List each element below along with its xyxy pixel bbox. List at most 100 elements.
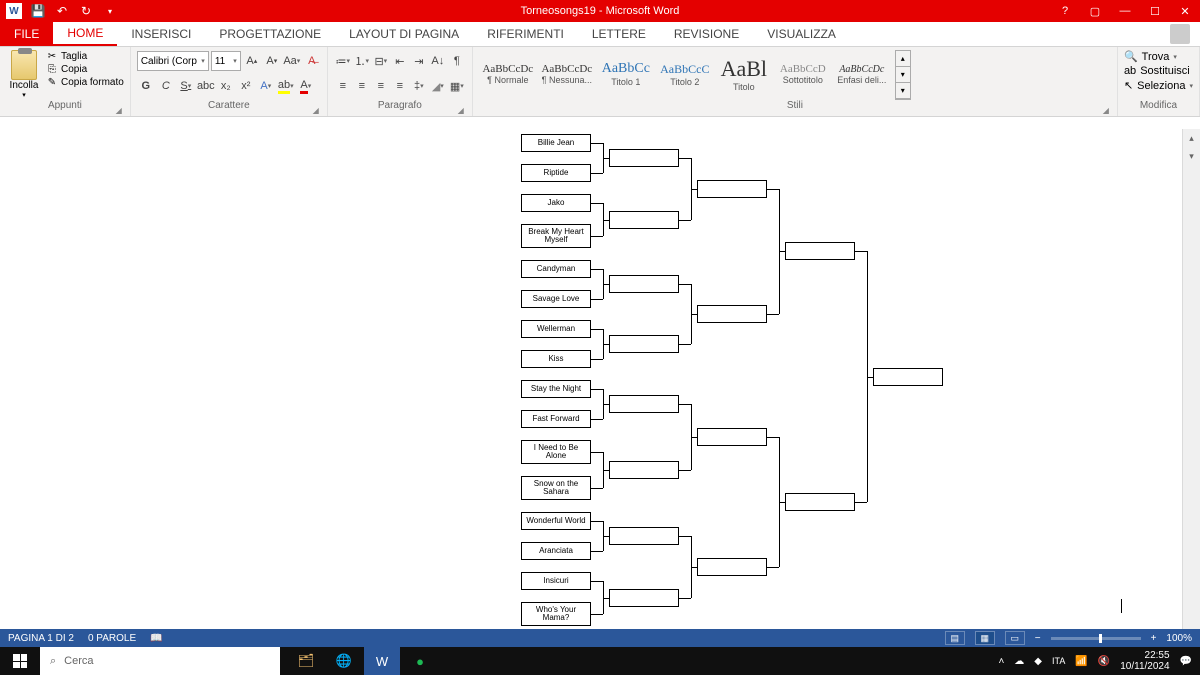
style-item[interactable]: AaBbCcTitolo 1	[597, 51, 655, 97]
find-button[interactable]: 🔍Trova▾	[1124, 50, 1193, 63]
qat-dropdown-icon[interactable]: ▾	[102, 3, 118, 19]
tray-app-icon[interactable]: ◆	[1034, 656, 1042, 667]
close-icon[interactable]: ✕	[1176, 5, 1194, 18]
zoom-slider[interactable]	[1051, 637, 1141, 640]
select-button[interactable]: ↖Seleziona▾	[1124, 79, 1193, 92]
align-right-button[interactable]: ≡	[372, 76, 390, 96]
increase-indent-button[interactable]: ⇥	[410, 51, 428, 71]
language-indicator[interactable]: ITA	[1052, 656, 1065, 666]
show-marks-button[interactable]: ¶	[448, 51, 466, 71]
subscript-button[interactable]: x₂	[217, 76, 235, 96]
web-layout-button[interactable]: ▭	[1005, 631, 1025, 645]
font-launcher-icon[interactable]: ◢	[313, 106, 319, 115]
taskbar-search[interactable]: ⌕Cerca	[40, 647, 280, 675]
tab-review[interactable]: REVISIONE	[660, 22, 753, 46]
styles-gallery[interactable]: AaBbCcDc¶ NormaleAaBbCcDc¶ Nessuna...AaB…	[479, 50, 891, 98]
font-color-button[interactable]: A▾	[297, 76, 315, 96]
paragraph-launcher-icon[interactable]: ◢	[458, 106, 464, 115]
strike-button[interactable]: abc	[197, 76, 215, 96]
shading-button[interactable]: ◢▾	[429, 76, 447, 96]
zoom-out-button[interactable]: −	[1035, 633, 1041, 644]
line-spacing-button[interactable]: ‡▾	[410, 76, 428, 96]
page-indicator[interactable]: PAGINA 1 DI 2	[8, 633, 74, 644]
status-bar: PAGINA 1 DI 2 0 PAROLE 📖 ▤ ▦ ▭ − + 100%	[0, 629, 1200, 647]
cut-button[interactable]: ✂Taglia	[46, 50, 124, 62]
tab-design[interactable]: PROGETTAZIONE	[205, 22, 335, 46]
zoom-in-button[interactable]: +	[1151, 633, 1157, 644]
styles-launcher-icon[interactable]: ◢	[1103, 106, 1109, 115]
scroll-down-icon[interactable]: ▾	[1183, 147, 1200, 165]
sort-button[interactable]: A↓	[429, 51, 447, 71]
copy-button[interactable]: ⎘Copia	[46, 63, 124, 75]
spellcheck-icon[interactable]: 📖	[150, 633, 162, 644]
style-item[interactable]: AaBbCcDcEnfasi deli...	[833, 51, 891, 97]
align-left-button[interactable]: ≡	[334, 76, 352, 96]
clipboard-launcher-icon[interactable]: ◢	[116, 106, 122, 115]
cursor-icon: ↖	[1124, 79, 1133, 92]
shrink-font-button[interactable]: A▾	[263, 51, 281, 71]
italic-button[interactable]: C	[157, 76, 175, 96]
decrease-indent-button[interactable]: ⇤	[391, 51, 409, 71]
word-count[interactable]: 0 PAROLE	[88, 633, 136, 644]
spotify-icon[interactable]: ●	[402, 647, 438, 675]
replace-button[interactable]: abSostituisci	[1124, 65, 1193, 77]
clear-format-button[interactable]: A̶	[303, 51, 321, 71]
format-painter-button[interactable]: ✎Copia formato	[46, 76, 124, 88]
grow-font-button[interactable]: A▴	[243, 51, 261, 71]
bracket-cell: Who's Your Mama?	[521, 602, 591, 626]
style-item[interactable]: AaBbCcDc¶ Nessuna...	[538, 51, 596, 97]
tab-mailings[interactable]: LETTERE	[578, 22, 660, 46]
style-item[interactable]: AaBbCcCTitolo 2	[656, 51, 714, 97]
change-case-button[interactable]: Aa▾	[283, 51, 301, 71]
font-name-select[interactable]: Calibri (Corp▾	[137, 51, 209, 71]
notifications-icon[interactable]: 💬	[1180, 656, 1192, 667]
word-task-icon[interactable]: W	[364, 647, 400, 675]
group-paragraph: ≔▾ ⒈▾ ⊟▾ ⇤ ⇥ A↓ ¶ ≡ ≡ ≡ ≡ ‡▾ ◢▾ ▦▾ Parag…	[328, 47, 473, 116]
start-button[interactable]	[0, 647, 40, 675]
underline-button[interactable]: S▾	[177, 76, 195, 96]
redo-icon[interactable]: ↻	[78, 3, 94, 19]
multilevel-button[interactable]: ⊟▾	[372, 51, 390, 71]
tab-view[interactable]: VISUALIZZA	[753, 22, 850, 46]
superscript-button[interactable]: x²	[237, 76, 255, 96]
save-icon[interactable]: 💾	[30, 3, 46, 19]
explorer-icon[interactable]: 🗂	[288, 647, 324, 675]
highlight-button[interactable]: ab▾	[277, 76, 295, 96]
styles-scroll[interactable]: ▴▾▾	[895, 50, 911, 100]
bullets-button[interactable]: ≔▾	[334, 51, 352, 71]
style-item[interactable]: AaBlTitolo	[715, 51, 773, 97]
wifi-icon[interactable]: 📶	[1075, 656, 1087, 667]
volume-icon[interactable]: 🔇	[1098, 656, 1110, 667]
clock[interactable]: 22:55 10/11/2024	[1120, 650, 1169, 672]
onedrive-icon[interactable]: ☁	[1014, 656, 1024, 667]
text-effects-button[interactable]: A▾	[257, 76, 275, 96]
maximize-icon[interactable]: ☐	[1146, 5, 1164, 18]
document-area[interactable]: Billie JeanRiptideJakoBreak My Heart Mys…	[0, 129, 1182, 629]
read-mode-button[interactable]: ▤	[945, 631, 965, 645]
scroll-up-icon[interactable]: ▴	[1183, 129, 1200, 147]
style-item[interactable]: AaBbCcDc¶ Normale	[479, 51, 537, 97]
bold-button[interactable]: G	[137, 76, 155, 96]
ribbon-display-icon[interactable]: ▢	[1086, 5, 1104, 18]
minimize-icon[interactable]: —	[1116, 5, 1134, 18]
paste-button[interactable]: Incolla ▾	[6, 50, 42, 100]
tab-references[interactable]: RIFERIMENTI	[473, 22, 578, 46]
help-icon[interactable]: ?	[1056, 5, 1074, 18]
tab-home[interactable]: HOME	[53, 22, 117, 46]
font-size-select[interactable]: 11▾	[211, 51, 241, 71]
chrome-icon[interactable]: 🌐	[326, 647, 362, 675]
numbering-button[interactable]: ⒈▾	[353, 51, 371, 71]
style-item[interactable]: AaBbCcDSottotitolo	[774, 51, 832, 97]
borders-button[interactable]: ▦▾	[448, 76, 466, 96]
undo-icon[interactable]: ↶	[54, 3, 70, 19]
user-avatar-icon[interactable]	[1170, 24, 1190, 44]
justify-button[interactable]: ≡	[391, 76, 409, 96]
tray-chevron-icon[interactable]: ˄	[998, 656, 1004, 667]
zoom-level[interactable]: 100%	[1166, 633, 1192, 644]
print-layout-button[interactable]: ▦	[975, 631, 995, 645]
align-center-button[interactable]: ≡	[353, 76, 371, 96]
vertical-scrollbar[interactable]: ▴ ▾	[1182, 129, 1200, 629]
tab-insert[interactable]: INSERISCI	[117, 22, 205, 46]
tab-layout[interactable]: LAYOUT DI PAGINA	[335, 22, 473, 46]
tab-file[interactable]: FILE	[0, 22, 53, 46]
